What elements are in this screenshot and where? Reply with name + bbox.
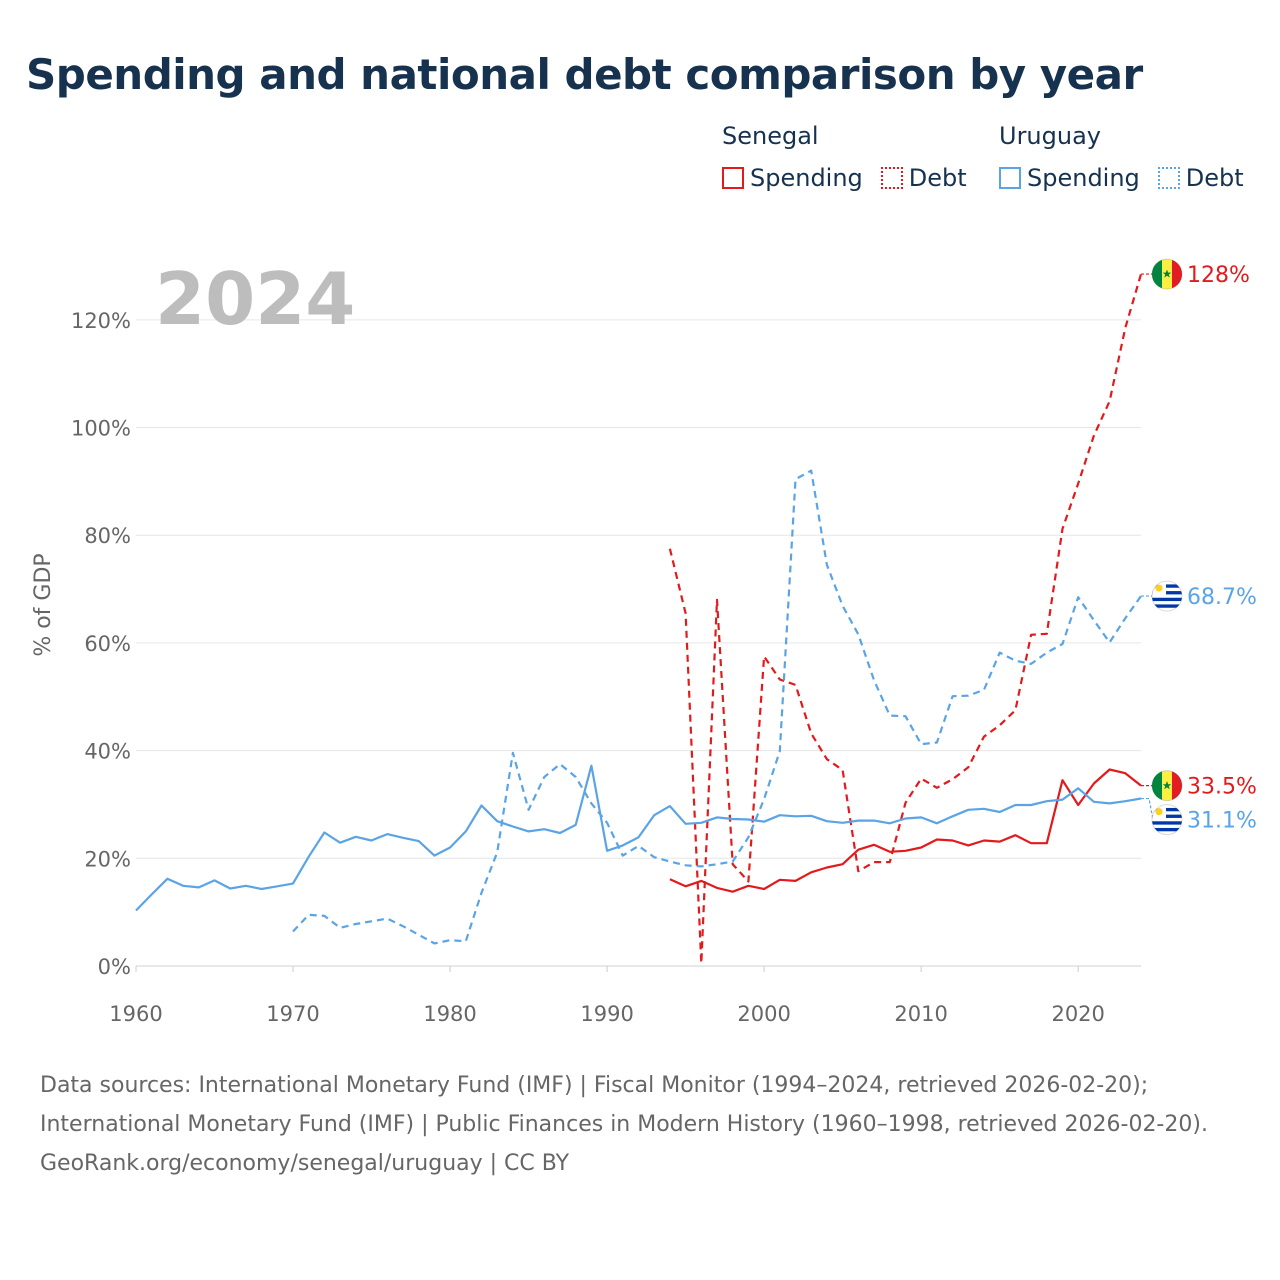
x-tick-label: 1990: [580, 1002, 633, 1026]
y-tick-label: 20%: [84, 847, 131, 871]
x-tick-label: 1970: [266, 1002, 319, 1026]
legend-senegal: Senegal Spending Debt: [722, 122, 985, 192]
uruguay-flag-icon: [1151, 580, 1183, 612]
senegal-flag-icon: [1151, 258, 1183, 290]
y-tick-label: 100%: [71, 417, 131, 441]
legend-item-senegal-debt[interactable]: Debt: [880, 164, 967, 192]
senegal-debt-line[interactable]: [668, 273, 1143, 965]
legend-country-uruguay: Uruguay: [999, 122, 1101, 150]
legend-swatch-uruguay-debt: [1157, 167, 1180, 189]
credit-link[interactable]: GeoRank.org/economy/senegal/uruguay | CC…: [40, 1151, 570, 1176]
uruguay-spending-end-label: 31.1%: [1187, 809, 1257, 834]
y-tick-label: 0%: [98, 955, 131, 979]
legend-uruguay: Uruguay Spending Debt: [999, 122, 1244, 192]
y-tick-label: 80%: [84, 524, 131, 548]
senegal-spending-line[interactable]: [669, 768, 1142, 893]
x-tick-label: 2010: [894, 1002, 947, 1026]
uruguay-flag-icon: [1151, 804, 1183, 836]
legend-item-uruguay-debt[interactable]: Debt: [1157, 164, 1244, 192]
senegal-spending-end-label: 33.5%: [1187, 775, 1257, 800]
senegal-debt-end-label: 128%: [1187, 263, 1250, 288]
senegal-flag-icon: [1151, 770, 1183, 802]
legend-country-senegal: Senegal: [722, 122, 819, 150]
uruguay-debt-end-label: 68.7%: [1187, 585, 1257, 610]
y-axis-title: % of GDP: [31, 553, 56, 656]
legend-item-senegal-spending[interactable]: Spending: [722, 164, 863, 192]
y-tick-label: 40%: [84, 740, 131, 764]
legend-swatch-senegal-debt: [880, 167, 903, 189]
x-tick-label: 1960: [109, 1002, 162, 1026]
line-chart: 2024 0% 20% 40% 60% 80% 100% 120% 1960 1970 1980 1…: [31, 257, 1257, 1026]
footer: Data sources: International Monetary Fun…: [40, 1066, 1240, 1183]
legend-swatch-senegal-spending: [722, 167, 744, 189]
end-connector: [1141, 797, 1154, 820]
data-sources: Data sources: International Monetary Fun…: [40, 1073, 1208, 1137]
legend-item-uruguay-spending[interactable]: Spending: [999, 164, 1140, 192]
x-tick-label: 2000: [737, 1002, 790, 1026]
x-tick-label: 1980: [423, 1002, 476, 1026]
year-label: 2024: [155, 257, 355, 341]
legend-label-senegal-spending: Spending: [750, 164, 863, 192]
y-tick-label: 60%: [84, 632, 131, 656]
legend-label-senegal-debt: Debt: [908, 164, 967, 192]
x-tick-label: 2020: [1051, 1002, 1104, 1026]
legend-label-uruguay-spending: Spending: [1027, 164, 1140, 192]
legend-label-uruguay-debt: Debt: [1185, 164, 1244, 192]
legend-swatch-uruguay-spending: [999, 167, 1021, 189]
uruguay-debt-line[interactable]: [292, 469, 1142, 945]
y-tick-label: 120%: [71, 309, 131, 333]
uruguay-spending-line[interactable]: [135, 764, 1142, 912]
chart-title: Spending and national debt comparison by…: [26, 50, 1143, 99]
